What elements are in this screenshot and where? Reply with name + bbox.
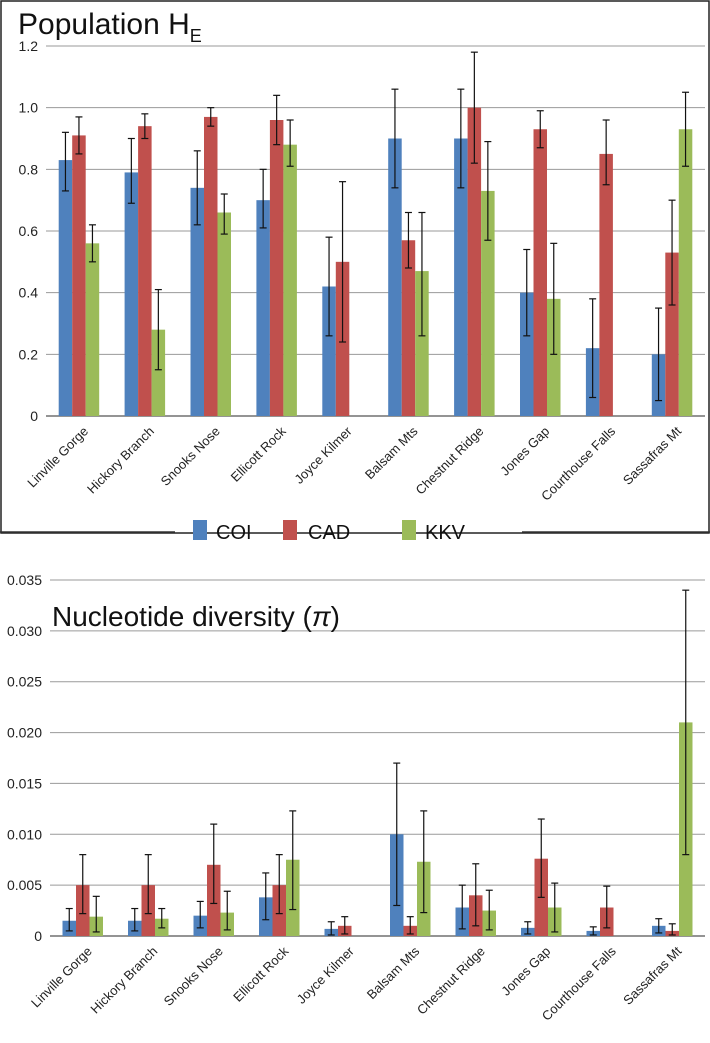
chart0-bar-cad	[665, 252, 679, 416]
chart1-category-label: Jones Gap	[498, 944, 553, 999]
chart0-bar-kkv	[85, 243, 100, 416]
chart0-bar-coi	[124, 172, 139, 416]
chart0-bar-kkv	[283, 144, 297, 416]
chart1-category-label: Balsam Mts	[364, 943, 423, 1002]
chart0-title-text: Population H	[18, 8, 190, 41]
chart1-ytick-label: 0.005	[7, 877, 42, 893]
chart1-title-end: )	[331, 601, 340, 632]
chart0-bar-coi	[520, 292, 534, 416]
chart0-title: Population HE	[18, 8, 202, 46]
legend-swatch-cad	[283, 520, 297, 540]
chart0-category-label: Linville Gorge	[24, 424, 91, 491]
chart0-bar-kkv	[678, 129, 693, 416]
legend-swatch-kkv	[402, 520, 416, 540]
chart0-category-label: Hickory Branch	[84, 424, 157, 497]
chart1-category-label: Linville Gorge	[28, 944, 95, 1011]
legend-label-kkv: KKV	[425, 522, 466, 544]
chart0-category-label: Ellicott Rock	[228, 423, 290, 485]
chart1-ytick-label: 0.010	[7, 826, 42, 842]
chart0-category-label: Jones Gap	[497, 424, 552, 479]
chart1-category-label: Hickory Branch	[87, 944, 160, 1017]
population-he-chart: 0 0.2 0.4 0.6 0.8 1.0 1.2 Linville GorgeHickory…	[18, 8, 705, 504]
chart0-bar-coi	[58, 160, 73, 416]
chart1-ytick-label: 0.020	[7, 725, 42, 741]
chart1-category-label: Chestnut Ridge	[414, 944, 488, 1018]
chart1-title-symbol: π	[312, 601, 332, 632]
chart0-ytick-label: 1.0	[19, 100, 39, 116]
chart1-ytick-label: 0.030	[7, 623, 42, 639]
chart0-category-label: Balsam Mts	[362, 423, 421, 482]
chart0-category-label: Joyce Kilmer	[291, 423, 355, 487]
chart0-bar-coi	[190, 187, 204, 416]
chart0-ytick-label: 0.2	[19, 346, 39, 362]
chart1-title: Nucleotide diversity (π)	[52, 601, 340, 632]
chart0-category-label: Sassafras Mt	[620, 423, 685, 488]
chart1-category-label: Sassafras Mt	[620, 943, 685, 1008]
chart0-bar-coi	[256, 200, 270, 416]
chart1-title-text: Nucleotide diversity (	[52, 601, 313, 632]
chart0-bar-kkv	[547, 298, 561, 416]
chart1-category-label: Joyce Kilmer	[294, 943, 358, 1007]
chart0-bar-cad	[401, 240, 416, 416]
chart1-ytick-label: 0.025	[7, 674, 42, 690]
chart0-bar-cad	[467, 107, 482, 417]
chart0-bar-kkv	[151, 329, 166, 416]
chart0-ytick-label: 0.6	[19, 223, 39, 239]
chart0-bar-kkv	[217, 212, 231, 416]
chart0-bar-cad	[599, 153, 613, 416]
chart0-category-label: Chestnut Ridge	[412, 424, 486, 498]
chart0-ytick-label: 0	[30, 408, 38, 424]
chart1-ytick-label: 0	[34, 928, 42, 944]
chart1-ytick-label: 0.015	[7, 775, 42, 791]
chart0-bar-kkv	[481, 190, 495, 416]
chart1-category-label: Ellicott Rock	[230, 943, 292, 1005]
chart0-bar-cad	[72, 135, 86, 416]
top-chart-frame	[0, 0, 710, 534]
nucleotide-diversity-chart: 0 0.005 0.010 0.015 0.020 0.025 0.030 0.035 Linv…	[7, 572, 705, 1024]
chart0-bar-coi	[454, 138, 468, 416]
chart0-bar-coi	[388, 138, 402, 416]
chart0-ytick-label: 0.8	[19, 161, 39, 177]
chart0-bar-kkv	[415, 271, 429, 416]
chart0-bar-cad	[138, 126, 152, 417]
chart1-ytick-label: 0.035	[7, 572, 42, 588]
legend-label-cad: CAD	[308, 522, 350, 544]
chart0-bar-cad	[204, 116, 218, 417]
legend-swatch-coi	[193, 520, 207, 540]
chart0-ytick-label: 0.4	[19, 285, 39, 301]
chart0-bar-cad	[269, 120, 284, 416]
chart0-bar-coi	[322, 286, 336, 416]
chart0-title-subscript: E	[190, 26, 202, 46]
legend-label-coi: COI	[216, 522, 252, 544]
chart1-category-label: Snooks Nose	[161, 944, 226, 1009]
legend: COI CAD KKV	[0, 520, 710, 544]
chart0-bar-cad	[533, 129, 547, 416]
chart0-category-label: Snooks Nose	[158, 424, 223, 489]
chart0-ytick-label: 1.2	[19, 38, 39, 54]
